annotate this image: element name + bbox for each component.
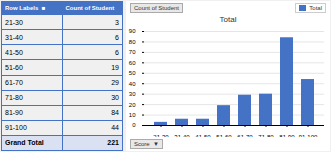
- html-text:71-80: 71-80: [5, 94, 23, 102]
- svg-text:51-60: 51-60: [216, 134, 232, 137]
- html-text:Count of Student: Count of Student: [134, 5, 179, 11]
- svg-text:71-80: 71-80: [258, 134, 274, 137]
- html-text:Score ▼: Score ▼: [134, 141, 159, 147]
- html-text:6: 6: [115, 48, 119, 56]
- svg-text:70: 70: [129, 49, 136, 55]
- html-text:Count of Student: Count of Student: [65, 5, 115, 12]
- html-text:6: 6: [115, 33, 119, 41]
- svg-text:31-40: 31-40: [174, 134, 190, 137]
- html-text:91-100: 91-100: [5, 124, 27, 132]
- svg-text:40: 40: [129, 81, 136, 87]
- html-text:3: 3: [115, 18, 119, 26]
- html-text:Grand Total: Grand Total: [5, 139, 44, 147]
- svg-text:30: 30: [129, 91, 136, 97]
- html-text:81-90: 81-90: [5, 109, 23, 117]
- html-text:29: 29: [111, 79, 119, 86]
- svg-text:10: 10: [129, 112, 136, 118]
- html-text:221: 221: [107, 139, 119, 147]
- svg-text:21-30: 21-30: [153, 134, 169, 137]
- svg-text:20: 20: [129, 102, 136, 108]
- svg-text:60: 60: [129, 60, 136, 66]
- svg-text:41-50: 41-50: [195, 134, 211, 137]
- svg-text:50: 50: [129, 70, 136, 76]
- svg-text:81-90: 81-90: [279, 134, 295, 137]
- html-text:19: 19: [111, 64, 119, 71]
- html-text:Row Labels ■: Row Labels ■: [5, 5, 46, 12]
- html-text:84: 84: [111, 109, 119, 117]
- html-text:Total: Total: [219, 15, 237, 24]
- html-text:51-60: 51-60: [5, 64, 23, 71]
- html-text:Total: Total: [309, 5, 322, 11]
- svg-text:61-70: 61-70: [237, 134, 253, 137]
- html-text:21-30: 21-30: [5, 18, 23, 26]
- html-text:61-70: 61-70: [5, 79, 23, 86]
- svg-text:0: 0: [132, 122, 136, 128]
- html-text:30: 30: [111, 94, 119, 102]
- html-text:41-50: 41-50: [5, 48, 23, 56]
- svg-text:90: 90: [129, 28, 136, 34]
- svg-text:91-100: 91-100: [299, 134, 318, 137]
- html-text:44: 44: [111, 124, 119, 132]
- svg-text:80: 80: [129, 39, 136, 45]
- html-text:31-40: 31-40: [5, 33, 23, 41]
